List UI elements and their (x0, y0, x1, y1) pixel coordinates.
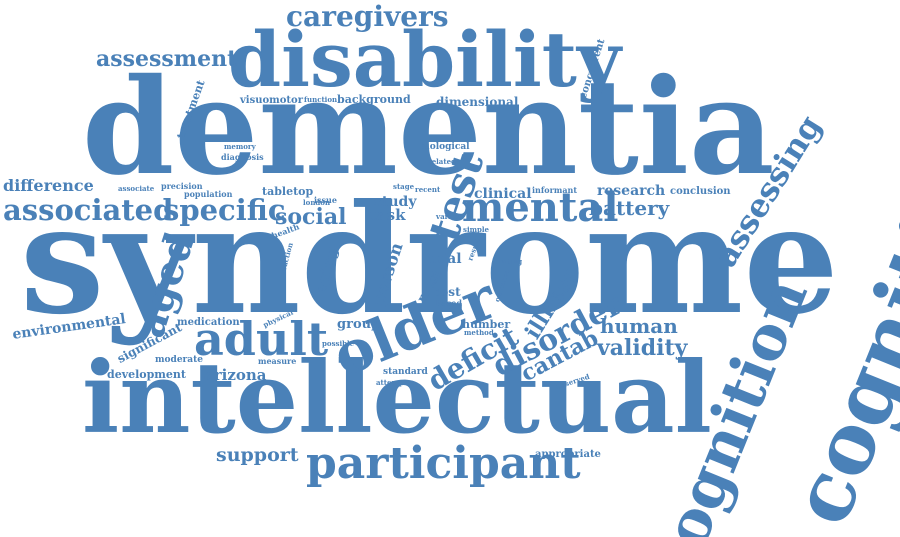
word-standard: standard (383, 367, 428, 377)
word-support: support (216, 444, 299, 466)
word-precision: precision (161, 181, 203, 191)
word-varies: varies (436, 212, 460, 221)
word-group: group (337, 317, 381, 332)
word-diagnosis: diagnosis (221, 152, 264, 162)
word-function: function (304, 95, 338, 104)
word-mental: mental (462, 184, 619, 231)
word-based: based (436, 298, 462, 308)
word-difference: difference (3, 176, 94, 195)
word-development: development (107, 368, 187, 381)
word-clinical: clinical (474, 186, 532, 202)
word-study: study (374, 194, 417, 210)
word-memory: memory (224, 142, 256, 151)
word-london: london (303, 198, 331, 207)
word-conclusion: conclusion (670, 186, 731, 197)
word-method: method (464, 328, 494, 337)
word-human: human (600, 314, 678, 338)
word-validity: validity (597, 335, 688, 361)
word-intellectual: intellectual (82, 341, 712, 456)
word-possible: possible (322, 339, 355, 348)
word-disability: disability (228, 15, 622, 104)
word-trial: trial (428, 251, 462, 267)
word-assessment: assessment (96, 46, 238, 72)
word-number: number (462, 318, 511, 331)
word-associate: associate (118, 184, 155, 193)
word-arizona: arizona (204, 366, 267, 384)
word-social: social (275, 204, 347, 230)
word-syndrome: syndrome (20, 172, 839, 348)
word-associated: associated (3, 193, 174, 227)
word-background: background (337, 93, 411, 106)
word-specific: specific (163, 193, 286, 227)
word-dementia: dementia (82, 50, 775, 205)
word-adult: adult (194, 312, 329, 366)
word-participant: participant (306, 438, 581, 489)
word-issue: issue (314, 195, 337, 205)
word-related: related (428, 157, 456, 166)
word-biological: biological (420, 142, 470, 152)
word-research: research (597, 183, 666, 199)
word-simple: simple (463, 225, 490, 234)
word-measure: measure (258, 356, 297, 366)
word-informant: informant (532, 185, 578, 195)
word-visuomotor: visuomotor (240, 95, 303, 106)
word-recent: recent (415, 185, 441, 194)
word-appropriate: appropriate (535, 449, 601, 460)
word-attempt: attempt (376, 378, 407, 387)
word-tabletop: tabletop (262, 185, 314, 198)
word-moderate: moderate (155, 355, 204, 365)
word-cost: cost (433, 285, 461, 299)
word-task: task (370, 206, 406, 224)
word-population: population (184, 189, 233, 199)
word-medication: medication (177, 317, 240, 328)
word-caregivers: caregivers (286, 0, 449, 33)
word-rating: rating (498, 257, 523, 266)
word-battery: battery (589, 196, 670, 220)
word-stage: stage (393, 182, 415, 191)
word-dimensional: dimensional (436, 95, 519, 109)
